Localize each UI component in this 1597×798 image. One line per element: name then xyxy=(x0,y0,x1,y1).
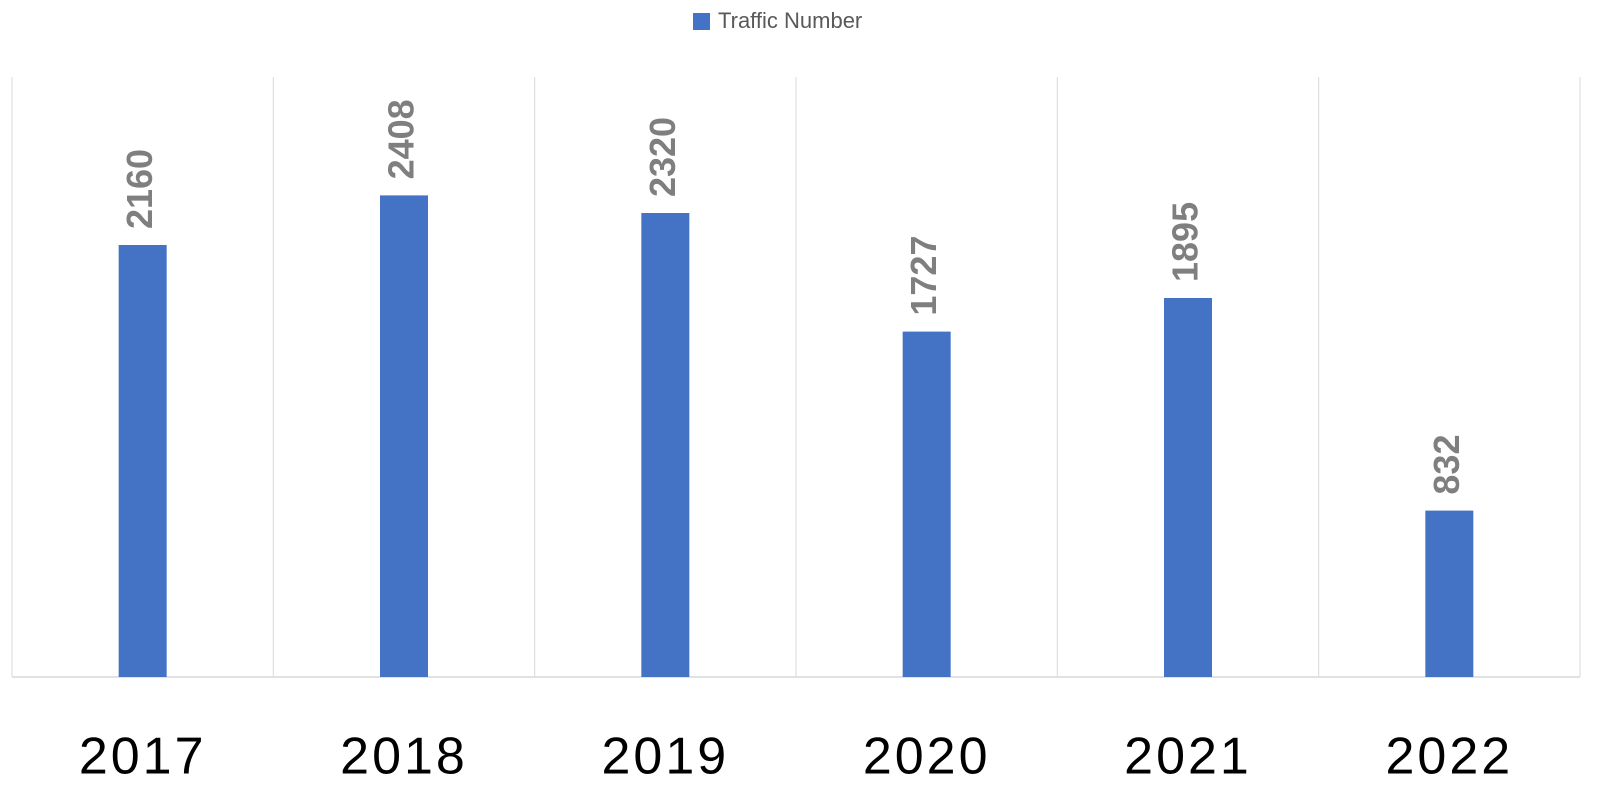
bar xyxy=(902,331,951,677)
data-label: 2160 xyxy=(119,149,160,229)
x-tick-label: 2017 xyxy=(79,728,207,786)
x-tick-label: 2022 xyxy=(1385,728,1513,786)
x-tick-label: 2021 xyxy=(1124,728,1252,786)
x-tick-label: 2020 xyxy=(863,728,991,786)
x-tick-label: 2018 xyxy=(340,728,468,786)
data-label: 2320 xyxy=(642,117,683,197)
data-label: 1895 xyxy=(1165,202,1206,282)
bar xyxy=(1164,298,1212,677)
data-label: 832 xyxy=(1426,435,1467,495)
x-tick-label: 2019 xyxy=(601,728,729,786)
legend-label: Traffic Number xyxy=(718,8,862,33)
bar xyxy=(1425,510,1474,677)
data-label: 1727 xyxy=(903,236,944,316)
bar xyxy=(380,195,428,677)
bar xyxy=(641,213,690,677)
legend-swatch xyxy=(693,13,710,30)
data-label: 2408 xyxy=(381,99,422,179)
bar xyxy=(118,245,167,677)
